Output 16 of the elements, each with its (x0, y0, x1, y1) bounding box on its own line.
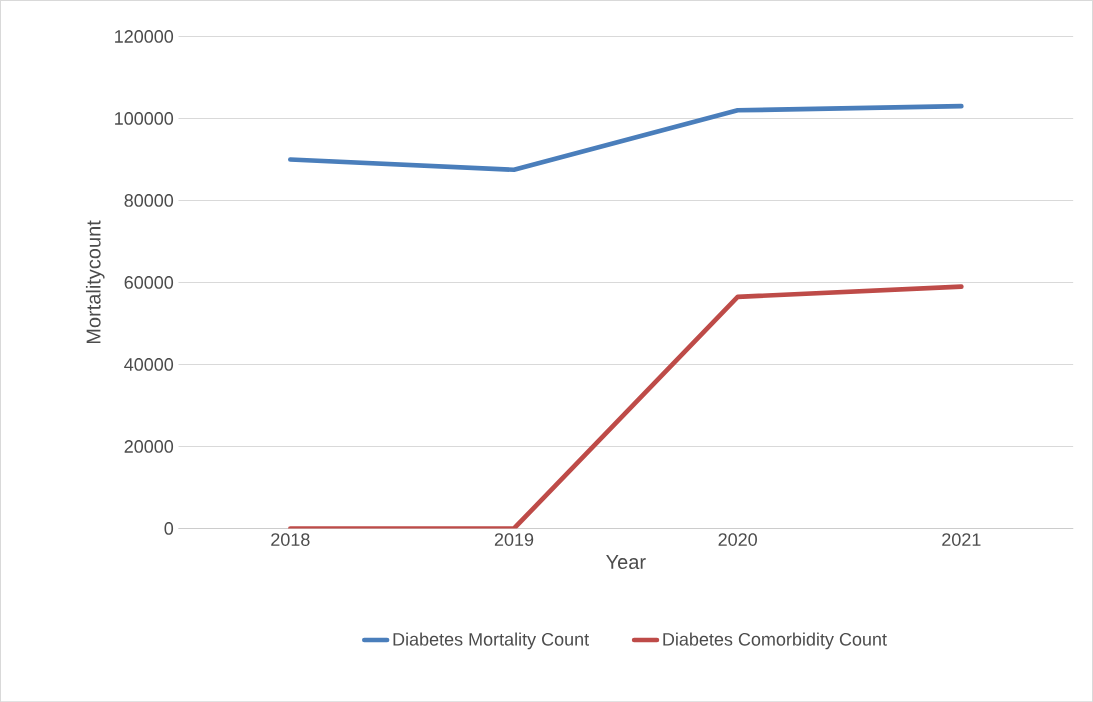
y-tick-label: 120000 (115, 29, 174, 43)
x-tick-label: 2018 (271, 533, 310, 546)
y-tick-label: 100000 (115, 111, 174, 125)
x-tick-label: 2021 (942, 533, 981, 546)
y-tick-label: 0 (164, 521, 174, 535)
x-tick-label: 2020 (718, 533, 757, 546)
y-axis-title: Mortalitycount (85, 220, 105, 343)
x-tick-label: 2019 (494, 533, 534, 546)
line-series (287, 103, 964, 172)
y-tick-label: 80000 (124, 193, 174, 207)
x-axis-title: Year (606, 554, 646, 569)
legend-label: Diabetes Comorbidity Count (663, 632, 887, 650)
y-tick-label: 20000 (124, 439, 174, 453)
legend-label: Diabetes Mortality Count (393, 632, 589, 650)
y-tick-label: 40000 (124, 357, 174, 371)
y-tick-label: 60000 (124, 275, 174, 289)
